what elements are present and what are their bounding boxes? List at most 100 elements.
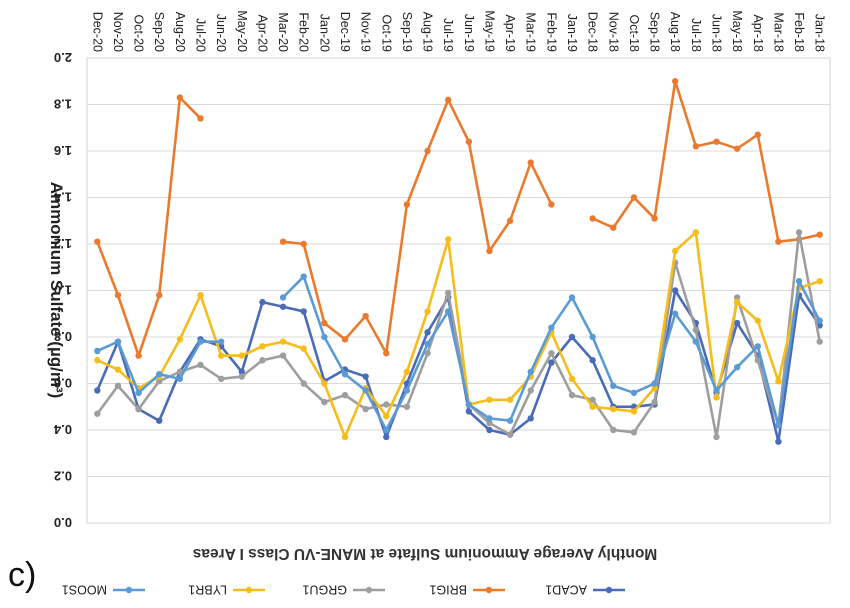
series-line (592, 79, 820, 243)
data-point (156, 291, 163, 299)
data-point (383, 433, 390, 441)
data-point (197, 338, 204, 345)
data-point (692, 143, 700, 150)
data-point (754, 357, 761, 364)
x-tick-label: Dec-18 (586, 12, 600, 52)
data-point (383, 350, 390, 357)
data-point (383, 401, 390, 408)
y-tick-label: 0.8 (54, 329, 72, 344)
data-point (341, 391, 349, 399)
data-point (279, 238, 287, 245)
x-tick-label: Apr-20 (255, 14, 269, 52)
data-point (630, 194, 638, 201)
data-point (217, 352, 225, 359)
data-point (713, 394, 720, 401)
data-point (259, 357, 266, 364)
x-tick-label: Jan-20 (317, 14, 331, 52)
data-point (548, 350, 555, 357)
data-point (527, 387, 534, 394)
data-point (775, 422, 782, 429)
data-point (589, 215, 596, 222)
data-point (630, 389, 638, 396)
y-tick-label: 1.0 (54, 283, 72, 298)
data-point (610, 426, 617, 434)
data-point (527, 159, 534, 166)
data-point (300, 273, 307, 280)
x-tick-label: May-20 (235, 10, 249, 52)
data-point (651, 384, 658, 392)
x-tick-label: Sep-19 (400, 12, 414, 52)
data-point (362, 387, 369, 394)
data-point (651, 398, 658, 406)
data-point (548, 324, 555, 331)
data-point (486, 419, 493, 427)
x-tick-label: Jul-18 (689, 18, 703, 52)
x-tick-label: Aug-19 (421, 12, 435, 52)
data-point (300, 380, 307, 387)
data-point (217, 375, 225, 383)
x-tick-labels: Jan-18 Feb-18 Mar-18 Apr-18 May-18 Jun-18 Jul-… (90, 10, 826, 52)
data-point (568, 294, 576, 301)
data-point (733, 364, 741, 371)
data-point (795, 229, 803, 236)
data-point (197, 291, 204, 299)
data-point (506, 217, 514, 224)
legend-item: ACAD1 (545, 583, 625, 597)
x-tick-label: Mar-20 (276, 12, 290, 52)
data-point (114, 291, 122, 299)
x-tick-label: Mar-19 (524, 12, 538, 52)
data-point (135, 405, 142, 413)
legend-label: LYBR1 (188, 583, 227, 597)
data-point (486, 396, 493, 403)
data-point (775, 238, 782, 245)
x-tick-label: Mar-18 (771, 12, 785, 52)
data-point (610, 405, 617, 413)
data-point (672, 310, 679, 317)
data-point (383, 412, 390, 420)
y-tick-label: 0.2 (54, 469, 72, 484)
legend-marker (245, 586, 253, 594)
series-line (282, 98, 553, 355)
y-tick-label: 1.4 (53, 190, 72, 205)
x-tick-label: Apr-19 (503, 14, 517, 52)
data-point (362, 312, 369, 320)
data-point (444, 289, 452, 297)
data-point (816, 317, 823, 324)
data-point (754, 317, 761, 324)
data-point (94, 238, 101, 245)
legend-item: MOOS1 (62, 583, 145, 597)
data-point (444, 236, 452, 243)
legend-item: LYBR1 (188, 583, 265, 597)
data-point (754, 343, 761, 350)
legend-label: ACAD1 (545, 583, 587, 597)
y-tick-label: 1.8 (54, 97, 72, 112)
data-point (383, 426, 390, 434)
legend-label: GRGU1 (303, 583, 348, 597)
data-point (733, 294, 741, 301)
x-tick-label: Jan-18 (813, 14, 827, 52)
data-point (424, 308, 431, 315)
x-tick-label: Jun-19 (462, 14, 476, 52)
legend: ACAD1 BRIG1 GRGU1 LYBR1 MOOS1 (62, 583, 625, 597)
y-axis-label: Ammonium Sulfate (µg/m³) (47, 182, 66, 399)
legend-item: BRIG1 (429, 583, 505, 597)
x-tick-label: Dec-20 (90, 12, 104, 52)
x-tick-label: Nov-20 (111, 12, 125, 52)
data-point (321, 398, 328, 406)
x-tick-label: May-19 (482, 10, 496, 52)
x-tick-label: Nov-18 (606, 12, 620, 52)
panel-label: c) (8, 556, 37, 594)
data-point (114, 338, 122, 345)
data-point (403, 368, 411, 376)
data-point (775, 377, 782, 385)
data-point (156, 371, 163, 378)
data-point (259, 298, 266, 306)
data-point (94, 410, 101, 417)
data-point (733, 145, 741, 152)
data-point (424, 340, 431, 348)
data-point (259, 343, 266, 350)
data-point (279, 338, 287, 345)
data-point (568, 333, 576, 341)
data-point (713, 138, 720, 145)
data-point (279, 352, 287, 359)
